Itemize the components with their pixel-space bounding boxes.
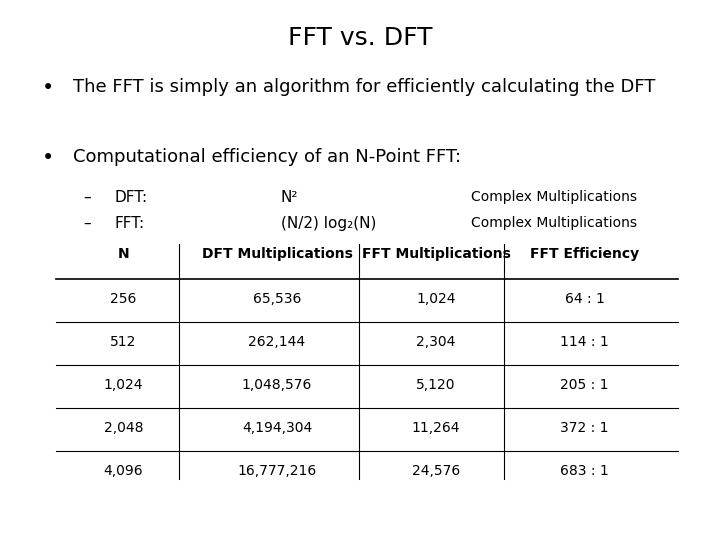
Text: DFT:: DFT: (114, 190, 148, 205)
Text: 1,024: 1,024 (104, 379, 143, 393)
Text: 65,536: 65,536 (253, 292, 301, 306)
Text: N²: N² (281, 190, 298, 205)
Text: 4,194,304: 4,194,304 (242, 421, 312, 435)
Text: •: • (42, 78, 54, 98)
Text: 4,096: 4,096 (104, 464, 143, 478)
Text: 1,048,576: 1,048,576 (242, 379, 312, 393)
Text: •: • (42, 148, 54, 168)
Text: 2,304: 2,304 (416, 335, 456, 349)
Text: Computational efficiency of an N-Point FFT:: Computational efficiency of an N-Point F… (73, 148, 462, 166)
Text: FFT Efficiency: FFT Efficiency (530, 247, 639, 261)
Text: 24,576: 24,576 (412, 464, 460, 478)
Text: The FFT is simply an algorithm for efficiently calculating the DFT: The FFT is simply an algorithm for effic… (73, 78, 655, 96)
Text: (N/2) log₂(N): (N/2) log₂(N) (281, 215, 376, 231)
Text: 256: 256 (110, 292, 137, 306)
Text: 114 : 1: 114 : 1 (560, 335, 609, 349)
Text: FFT Multiplications: FFT Multiplications (361, 247, 510, 261)
Text: 64 : 1: 64 : 1 (564, 292, 605, 306)
Text: N: N (117, 247, 129, 261)
Text: FFT vs. DFT: FFT vs. DFT (288, 26, 432, 50)
Text: –: – (84, 215, 91, 231)
Text: 262,144: 262,144 (248, 335, 305, 349)
Text: Complex Multiplications: Complex Multiplications (471, 190, 636, 204)
Text: 16,777,216: 16,777,216 (238, 464, 317, 478)
Text: 683 : 1: 683 : 1 (560, 464, 609, 478)
Text: 2,048: 2,048 (104, 421, 143, 435)
Text: 1,024: 1,024 (416, 292, 456, 306)
Text: DFT Multiplications: DFT Multiplications (202, 247, 353, 261)
Text: 205 : 1: 205 : 1 (560, 379, 609, 393)
Text: –: – (84, 190, 91, 205)
Text: 11,264: 11,264 (412, 421, 460, 435)
Text: 5,120: 5,120 (416, 379, 456, 393)
Text: Complex Multiplications: Complex Multiplications (471, 215, 636, 230)
Text: FFT:: FFT: (114, 215, 145, 231)
Text: 512: 512 (110, 335, 137, 349)
Text: 372 : 1: 372 : 1 (560, 421, 609, 435)
